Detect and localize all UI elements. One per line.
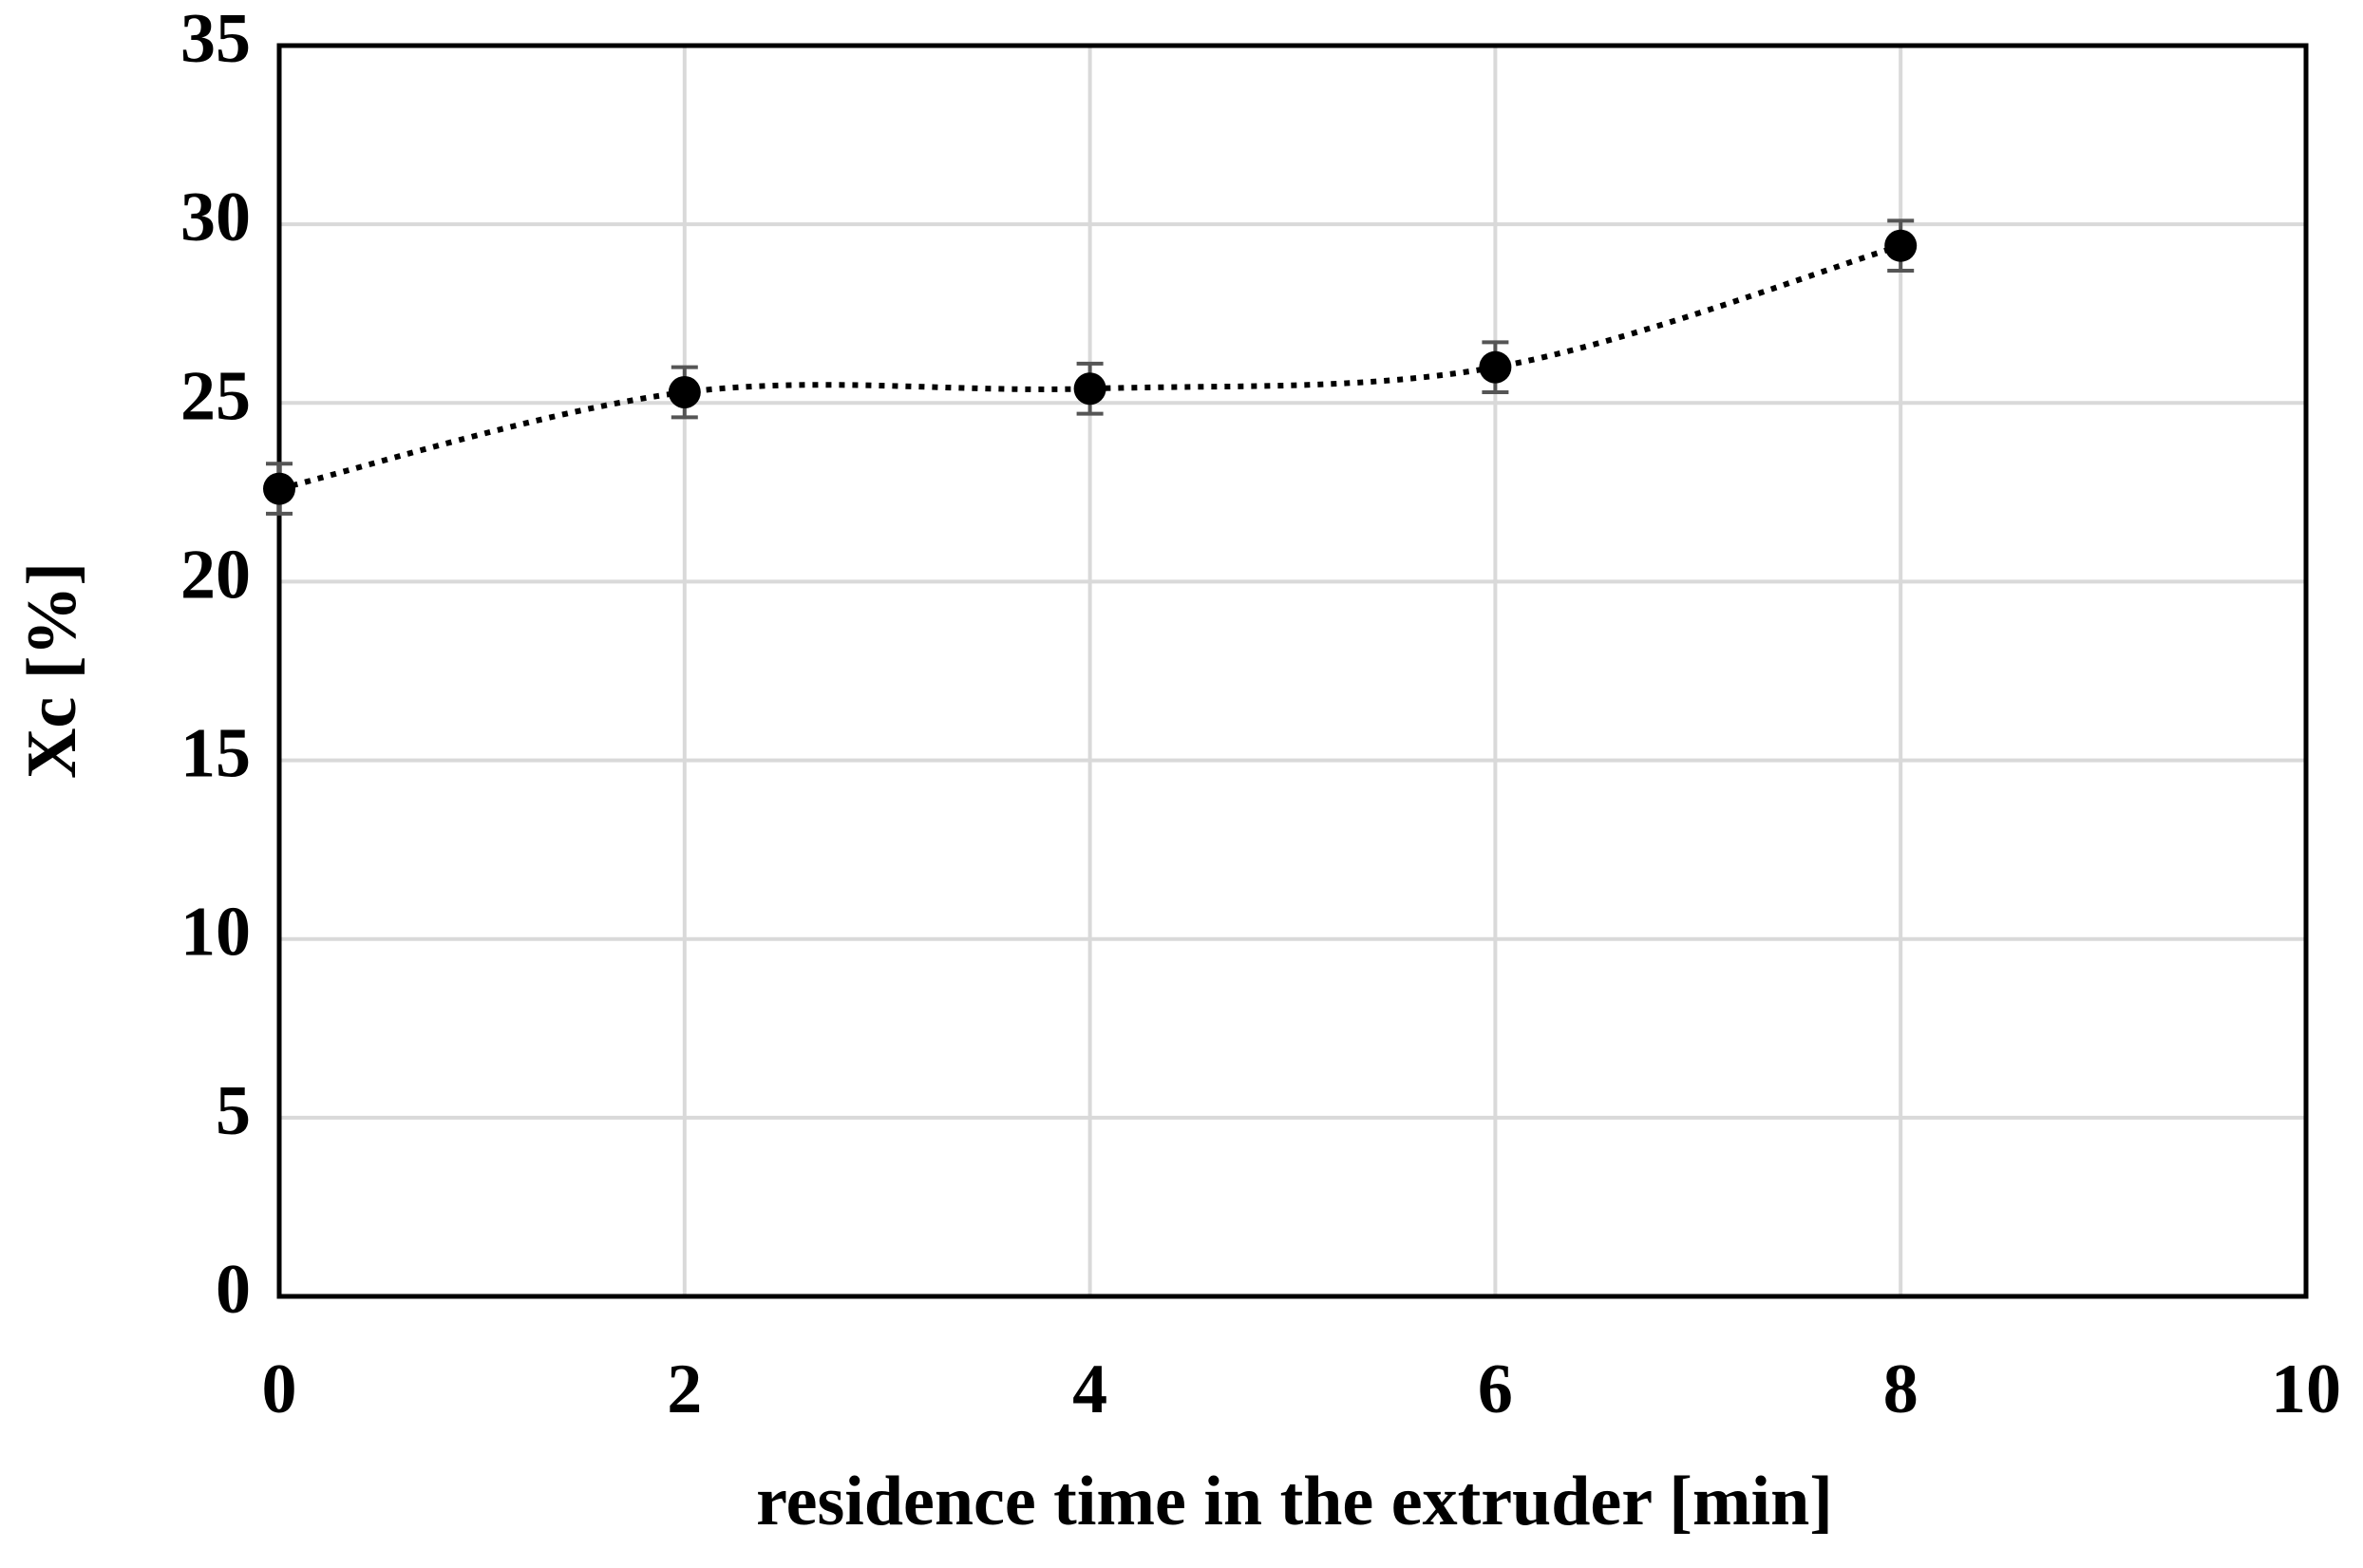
x-tick-label: 6 — [1478, 1351, 1513, 1428]
y-tick-label: 30 — [180, 179, 251, 256]
marker — [1479, 350, 1512, 384]
marker — [1073, 372, 1106, 406]
x-axis-title: residence time in the extruder [min] — [756, 1463, 1833, 1540]
y-tick-label: 20 — [180, 536, 251, 614]
x-tick-label: 2 — [667, 1351, 702, 1428]
x-tick-label: 10 — [2271, 1351, 2341, 1428]
x-tick-label: 4 — [1072, 1351, 1107, 1428]
y-tick-label: 10 — [180, 894, 251, 972]
y-tick-label: 35 — [180, 0, 251, 78]
y-tick-label: 15 — [180, 715, 251, 793]
marker — [263, 472, 295, 505]
plot-frame — [276, 43, 2309, 1299]
x-tick-label: 8 — [1883, 1351, 1919, 1428]
marker — [1884, 229, 1918, 262]
y-tick-label: 5 — [216, 1072, 251, 1150]
y-axis-title: Xc [%] — [13, 562, 91, 779]
y-tick-label: 25 — [180, 357, 251, 435]
marker — [668, 375, 701, 408]
x-tick-label: 0 — [262, 1351, 297, 1428]
trend-line — [278, 242, 1902, 492]
y-tick-label: 0 — [216, 1251, 251, 1329]
